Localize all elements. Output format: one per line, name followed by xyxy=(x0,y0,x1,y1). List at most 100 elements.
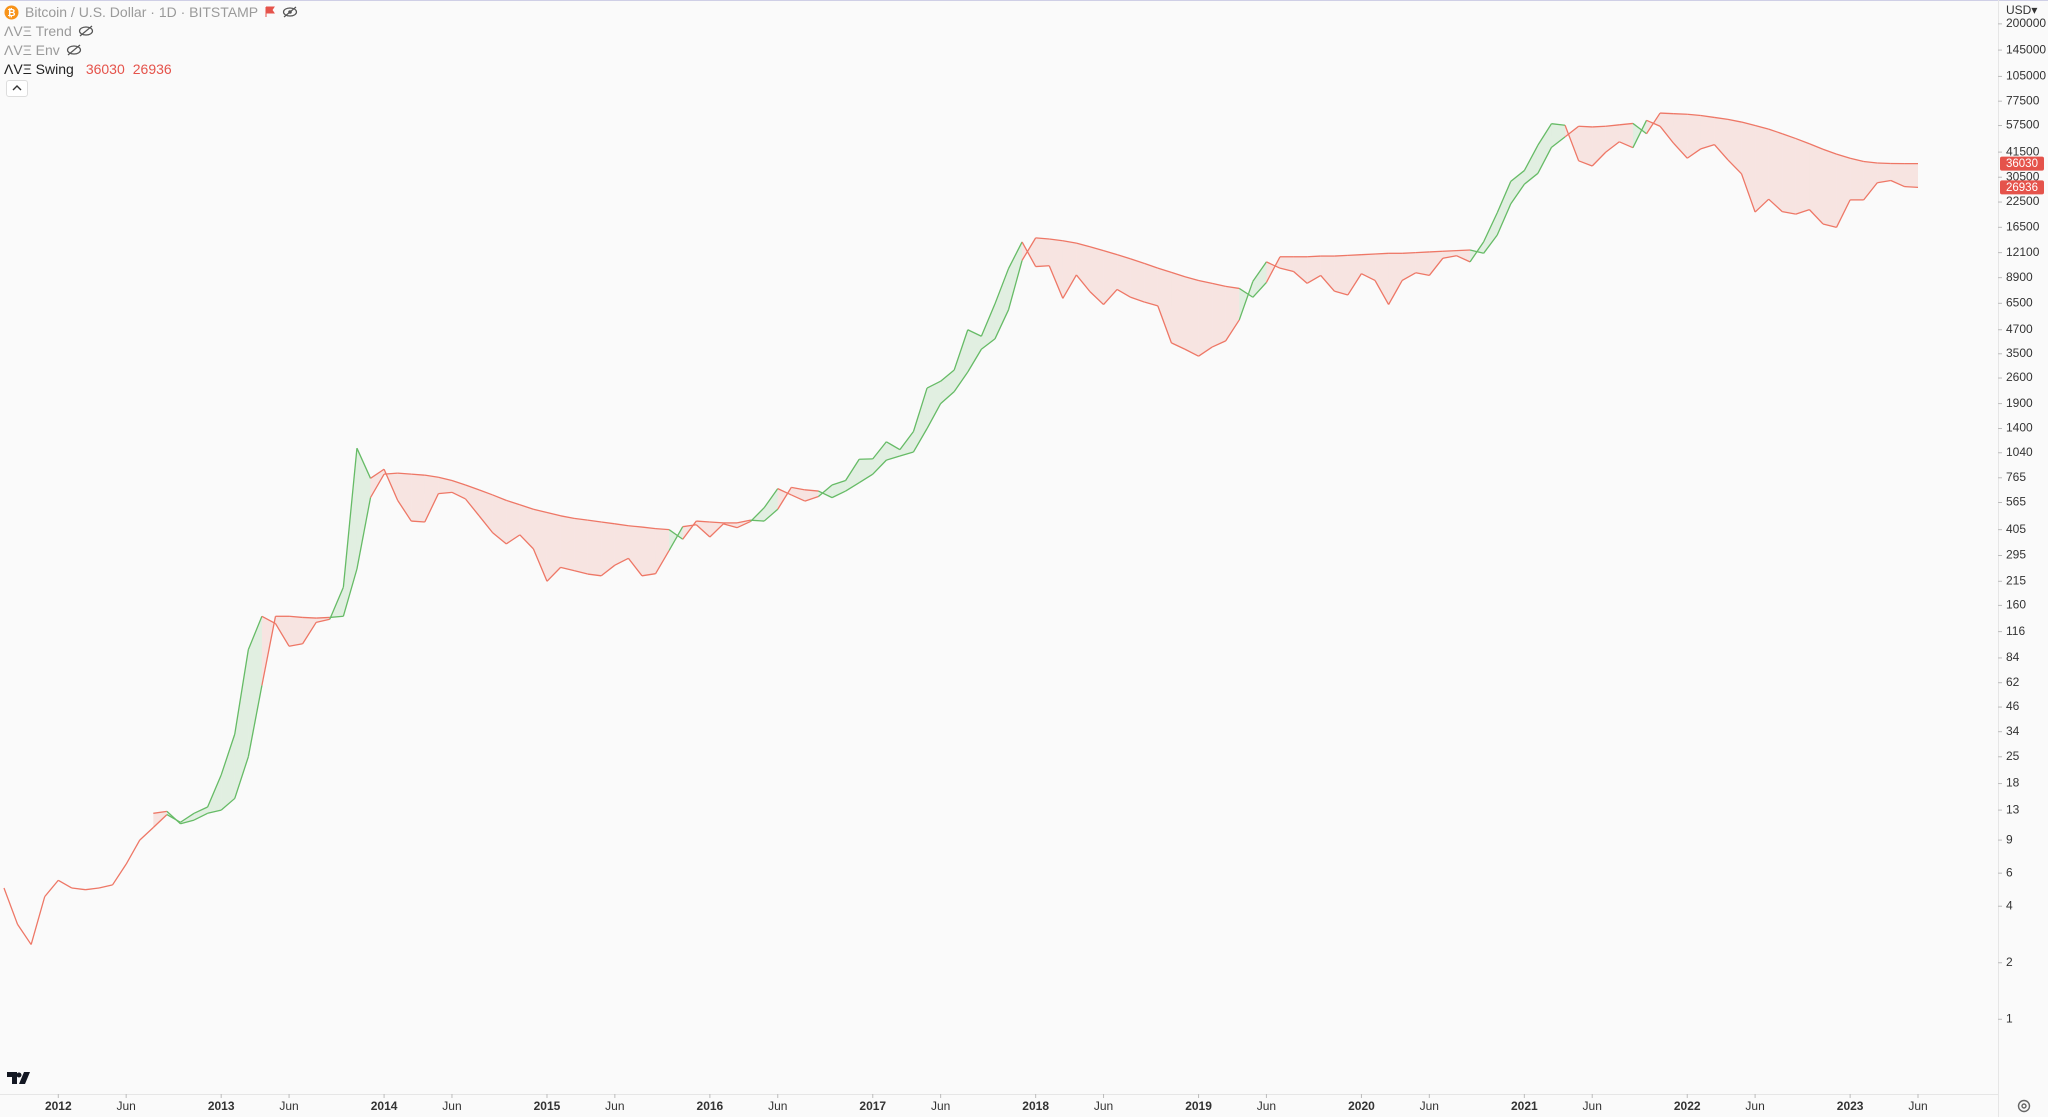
price-line xyxy=(926,380,941,389)
swing-band xyxy=(1592,126,1606,167)
price-line xyxy=(560,566,575,572)
swing-line xyxy=(1645,112,1661,135)
swing-band xyxy=(1089,246,1104,305)
swing-line xyxy=(220,797,236,811)
swing-line xyxy=(1754,124,1769,130)
swing-line xyxy=(560,515,575,520)
price-line xyxy=(1388,280,1403,305)
swing-band xyxy=(1497,181,1511,236)
swing-line xyxy=(1551,136,1566,148)
swing-band xyxy=(1605,124,1620,153)
price-line xyxy=(1293,271,1308,284)
price-line xyxy=(44,879,59,898)
x-tick-label: 2020 xyxy=(1348,1099,1375,1113)
swing-line xyxy=(411,473,425,476)
swing-line xyxy=(791,486,806,491)
swing-band xyxy=(1415,251,1430,276)
swing-band xyxy=(1402,252,1416,281)
price-line xyxy=(247,616,263,650)
price-line xyxy=(1252,261,1267,282)
x-tick-label: Jun xyxy=(931,1099,950,1113)
swing-line xyxy=(1809,143,1824,150)
x-tick-label: Jun xyxy=(442,1099,461,1113)
swing-line xyxy=(750,519,765,522)
currency-menu[interactable]: USD▾ xyxy=(2006,3,2038,17)
swing-band xyxy=(845,459,860,492)
price-line xyxy=(1795,209,1810,215)
swing-band xyxy=(533,509,547,582)
indicator-name: ΛVΞ Env xyxy=(4,42,60,58)
y-tick-label: 57500 xyxy=(2006,118,2040,132)
swing-line xyxy=(289,615,303,619)
swing-line xyxy=(967,348,982,373)
swing-band xyxy=(1660,113,1674,144)
logo-shape xyxy=(7,1072,30,1084)
flag-icon[interactable] xyxy=(264,6,276,18)
x-tick-label: Jun xyxy=(1583,1099,1602,1113)
price-line xyxy=(736,520,751,529)
price-line xyxy=(1835,199,1851,228)
price-line xyxy=(302,621,317,645)
y-tick-label: 34 xyxy=(2006,724,2020,738)
price-line xyxy=(777,488,792,496)
swing-band xyxy=(1212,283,1226,348)
price-line xyxy=(655,550,670,575)
swing-band xyxy=(234,649,249,799)
swing-line xyxy=(465,484,480,491)
price-line xyxy=(763,488,779,509)
price-line xyxy=(1754,198,1770,213)
swing-band xyxy=(940,369,955,404)
swing-band xyxy=(1035,237,1050,267)
price-line xyxy=(370,468,385,479)
swing-band xyxy=(1320,256,1335,292)
y-tick-label: 1 xyxy=(2006,1011,2013,1025)
hidden-icon[interactable] xyxy=(66,44,82,56)
swing-band xyxy=(859,458,873,483)
swing-line xyxy=(736,519,751,524)
price-line xyxy=(1591,151,1607,167)
price-line xyxy=(1632,120,1648,149)
swing-line xyxy=(261,616,277,686)
x-tick-label: Jun xyxy=(605,1099,624,1113)
swing-line xyxy=(1225,285,1240,290)
price-line xyxy=(614,557,629,566)
y-tick-label: 116 xyxy=(2006,624,2025,638)
price-line xyxy=(1035,265,1050,268)
collapse-button[interactable] xyxy=(6,80,28,97)
swing-line xyxy=(1727,118,1742,123)
bitcoin-icon: ₿ xyxy=(4,5,19,19)
swing-line xyxy=(1605,124,1620,127)
hidden-icon[interactable] xyxy=(78,25,94,37)
price-line xyxy=(1062,274,1077,299)
swing-line xyxy=(1089,246,1104,252)
swing-line xyxy=(1592,125,1606,128)
settings-button[interactable] xyxy=(2017,1099,2031,1113)
swing-band xyxy=(1727,119,1742,174)
x-tick-label: 2016 xyxy=(697,1099,724,1113)
swing-line xyxy=(899,451,914,457)
x-tick-label: 2017 xyxy=(859,1099,886,1113)
swing-band xyxy=(1890,163,1905,187)
swing-line xyxy=(1442,249,1457,252)
x-tick-label: Jun xyxy=(1745,1099,1764,1113)
swing-line xyxy=(818,490,833,499)
indicator-row: ΛVΞ Trend xyxy=(4,23,94,39)
price-line xyxy=(886,441,901,451)
price-line xyxy=(1007,241,1023,269)
swing-band xyxy=(899,431,914,456)
swing-line xyxy=(1714,116,1729,121)
svg-text:₿: ₿ xyxy=(7,7,15,19)
swing-line xyxy=(506,499,521,506)
swing-band xyxy=(574,518,588,575)
swing-band xyxy=(1524,145,1538,185)
swing-band xyxy=(1334,255,1348,295)
swing-line xyxy=(574,517,588,521)
price-line xyxy=(872,441,887,460)
visibility-icon[interactable] xyxy=(282,6,298,18)
price-line xyxy=(1727,159,1742,175)
price-line xyxy=(967,329,982,337)
price-line xyxy=(85,887,100,891)
swing-line xyxy=(193,812,208,821)
x-tick-label: Jun xyxy=(1257,1099,1276,1113)
swing-line xyxy=(153,810,167,814)
